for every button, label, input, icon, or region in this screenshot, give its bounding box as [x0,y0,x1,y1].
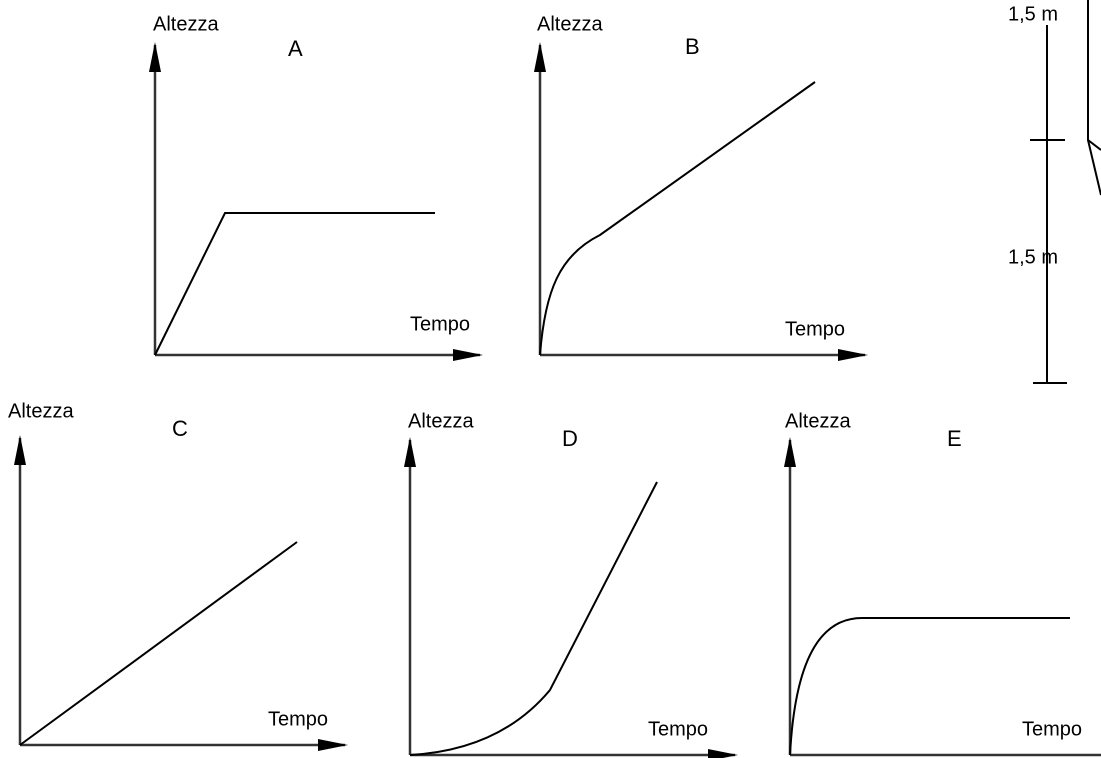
y-label: Altezza [537,13,603,35]
graph-d: Altezza D Tempo [408,410,735,755]
graph-e: Altezza E Tempo [785,410,1101,755]
curve [20,542,297,745]
x-label: Tempo [410,313,470,335]
graph-letter: E [947,426,962,451]
graph-a: Altezza A Tempo [153,13,480,355]
x-label: Tempo [1022,718,1082,740]
graph-letter: A [288,36,303,61]
curve [155,213,435,355]
dimension-label: 1,5 m [1008,3,1058,25]
curve [410,482,657,755]
y-label: Altezza [153,13,219,35]
dimension-figure: 1,5 m 1,5 m [1008,0,1101,383]
graph-c: Altezza C Tempo [8,400,345,745]
graph-letter: B [685,34,700,59]
graph-letter: C [172,416,188,441]
y-label: Altezza [785,410,851,432]
x-label: Tempo [648,718,708,740]
graph-b: Altezza B Tempo [537,13,865,355]
diagram: Altezza A Tempo Altezza B Tempo 1,5 m 1,… [0,0,1101,758]
y-label: Altezza [408,410,474,432]
y-label: Altezza [8,400,74,422]
graph-letter: D [562,426,578,451]
figure-outline [1088,0,1101,150]
x-label: Tempo [268,708,328,730]
x-label: Tempo [785,318,845,340]
dimension-label: 1,5 m [1008,246,1058,268]
curve [540,82,815,355]
